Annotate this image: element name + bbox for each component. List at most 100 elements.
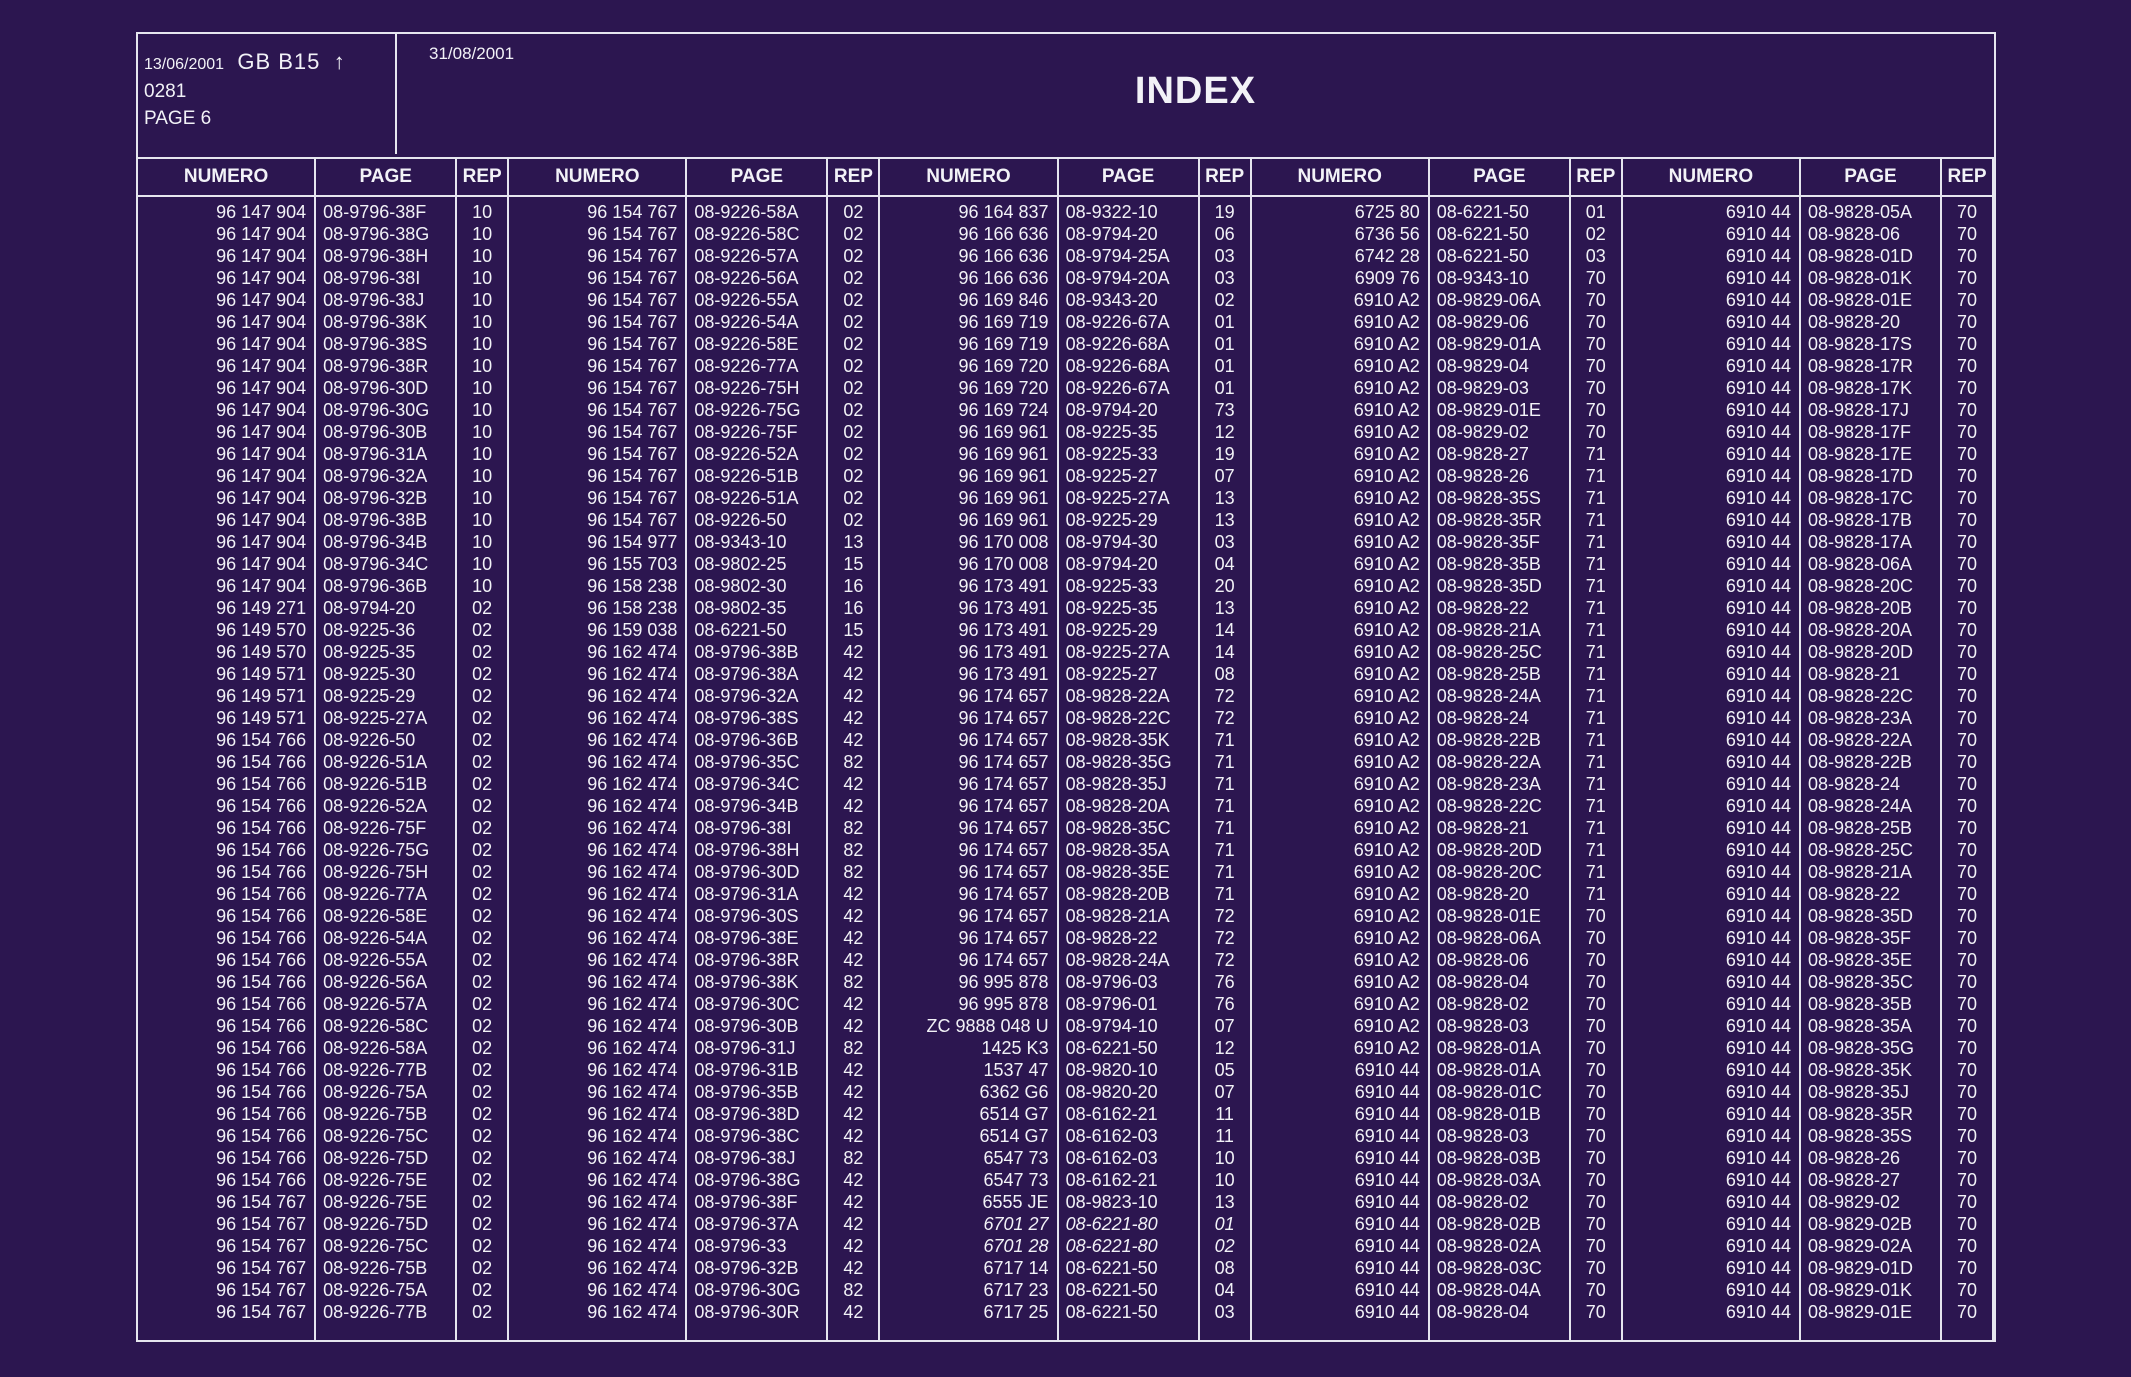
page-cell: 08-9796-38I — [694, 818, 792, 838]
page-cell: 08-9343-10 — [1436, 268, 1529, 288]
page-cell: 08-9226-52A — [323, 796, 428, 816]
rep-cell: 71 — [1585, 466, 1606, 486]
numero-cell: 6910 44 — [1725, 1236, 1791, 1256]
page-cell: 08-9796-31A — [323, 444, 428, 464]
page-cell: 08-9828-03C — [1436, 1258, 1542, 1278]
rep-cell: 70 — [1956, 774, 1978, 794]
numero-cell: 96 147 904 — [216, 554, 307, 574]
numero-cell: 6910 A2 — [1353, 576, 1420, 596]
rep-cell: 42 — [843, 796, 864, 816]
page-cell: 08-6221-50 — [1436, 224, 1529, 244]
page-cell: 08-6221-50 — [1436, 246, 1529, 266]
page-cell: 08-9829-01K — [1807, 1280, 1913, 1300]
column-rep: 70 70 70 70 70 70 70 70 70 70 70 70 70 70 70 70 70 70 70 70… — [1942, 197, 1994, 1340]
rep-cell: 02 — [472, 1236, 493, 1256]
page-cell: 08-9828-01K — [1807, 268, 1913, 288]
page-cell: 08-9828-22C — [1436, 796, 1542, 816]
page-cell: 08-9828-27 — [1807, 1170, 1901, 1190]
rep-cell: 70 — [1956, 1192, 1978, 1212]
rep-cell: 03 — [1214, 268, 1235, 288]
rep-cell: 73 — [1214, 400, 1235, 420]
rep-cell: 42 — [843, 1236, 864, 1256]
rep-cell: 13 — [1214, 510, 1235, 530]
numero-cell: 96 174 657 — [958, 840, 1049, 860]
page-cell: 08-9828-35B — [1436, 554, 1541, 574]
numero-cell: 6547 73 — [983, 1170, 1049, 1190]
numero-cell: 6910 44 — [1354, 1302, 1420, 1322]
rep-cell: 70 — [1585, 1104, 1606, 1124]
numero-cell: 96 174 657 — [958, 774, 1049, 794]
numero-cell: 6910 A2 — [1353, 422, 1420, 442]
rep-cell: 10 — [472, 466, 493, 486]
rep-cell: 82 — [843, 862, 864, 882]
rep-cell: 02 — [843, 312, 864, 332]
numero-cell: 6910 44 — [1725, 1126, 1791, 1146]
rep-cell: 15 — [843, 554, 864, 574]
page-cell: 08-9796-38R — [323, 356, 429, 376]
page-cell: 08-9828-22C — [1065, 708, 1171, 728]
page-cell: 08-9828-01E — [1436, 906, 1541, 926]
rep-cell: 71 — [1585, 862, 1606, 882]
numero-cell: 96 154 767 — [216, 1214, 307, 1234]
page-cell: 08-9828-03B — [1436, 1148, 1541, 1168]
column-group-body: 96 154 767 96 154 767 96 154 767 96 154 767… — [509, 197, 881, 1340]
rep-cell: 02 — [472, 774, 493, 794]
numero-cell: 6910 44 — [1725, 554, 1791, 574]
rep-cell: 42 — [843, 1016, 864, 1036]
rep-cell: 72 — [1214, 906, 1235, 926]
page-cell: 08-6221-80 — [1065, 1236, 1158, 1256]
page-cell: 08-9226-58E — [694, 334, 799, 354]
rep-cell: 42 — [843, 1192, 864, 1212]
numero-cell: 96 149 571 — [216, 708, 307, 728]
rep-cell: 12 — [1214, 422, 1235, 442]
numero-cell: 96 154 767 — [587, 510, 678, 530]
page-cell: 08-9796-38F — [323, 202, 427, 222]
header-title-area: 31/08/2001 INDEX — [397, 34, 1994, 154]
page-cell: 08-9226-68A — [1065, 334, 1170, 354]
rep-cell: 70 — [1956, 818, 1978, 838]
rep-cell: 01 — [1214, 312, 1235, 332]
page-cell: 08-9828-04A — [1436, 1280, 1541, 1300]
page-cell: 08-9828-01B — [1436, 1104, 1541, 1124]
column-group: NUMERO PAGE REP 96 154 767 96 154 767 96 154 … — [509, 154, 881, 1340]
page-cell: 08-9794-20A — [1065, 268, 1170, 288]
numero-cell: 6910 A2 — [1353, 620, 1420, 640]
rep-cell: 82 — [843, 1280, 864, 1300]
page-cell: 08-9226-50 — [694, 510, 787, 530]
rep-cell: 82 — [843, 818, 864, 838]
rep-cell: 70 — [1956, 1258, 1978, 1278]
page-cell: 08-9829-01E — [1436, 400, 1541, 420]
page-cell: 08-9226-58A — [323, 1038, 428, 1058]
rep-cell: 70 — [1956, 686, 1978, 706]
page-cell: 08-6221-50 — [694, 620, 787, 640]
page-cell: 08-9828-01D — [1807, 246, 1914, 266]
numero-cell: 6910 44 — [1725, 994, 1791, 1014]
page-cell: 08-9828-35C — [1807, 972, 1914, 992]
rep-cell: 02 — [472, 906, 493, 926]
numero-cell: 96 173 491 — [958, 664, 1049, 684]
page-cell: 08-9828-03A — [1436, 1170, 1541, 1190]
rep-cell: 70 — [1956, 1038, 1978, 1058]
column-page: 08-6221-50 08-6221-50 08-6221-50 08-9343-10… — [1430, 197, 1571, 1340]
rep-cell: 71 — [1214, 862, 1235, 882]
rep-cell: 76 — [1214, 994, 1235, 1014]
header-rep: REP — [828, 159, 881, 195]
rep-cell: 71 — [1585, 444, 1606, 464]
numero-cell: 96 154 767 — [587, 334, 678, 354]
numero-cell: 96 162 474 — [587, 994, 678, 1014]
page-cell: 08-9796-38K — [694, 972, 799, 992]
page-cell: 08-9828-22 — [1807, 884, 1901, 904]
header-rep: REP — [1200, 159, 1252, 195]
numero-cell: 6910 44 — [1725, 1038, 1791, 1058]
header-numero: NUMERO — [509, 159, 688, 195]
page-cell: 08-9796-32A — [694, 686, 799, 706]
numero-cell: 96 147 904 — [216, 400, 307, 420]
rep-cell: 71 — [1214, 884, 1235, 904]
numero-cell: 96 147 904 — [216, 356, 307, 376]
page-cell: 08-9322-10 — [1065, 202, 1158, 222]
numero-cell: 96 154 766 — [216, 862, 307, 882]
numero-cell: ZC 9888 048 U — [926, 1016, 1049, 1036]
page-cell: 08-9828-21A — [1807, 862, 1913, 882]
numero-cell: 6910 44 — [1725, 1170, 1791, 1190]
numero-cell: 96 162 474 — [587, 884, 678, 904]
